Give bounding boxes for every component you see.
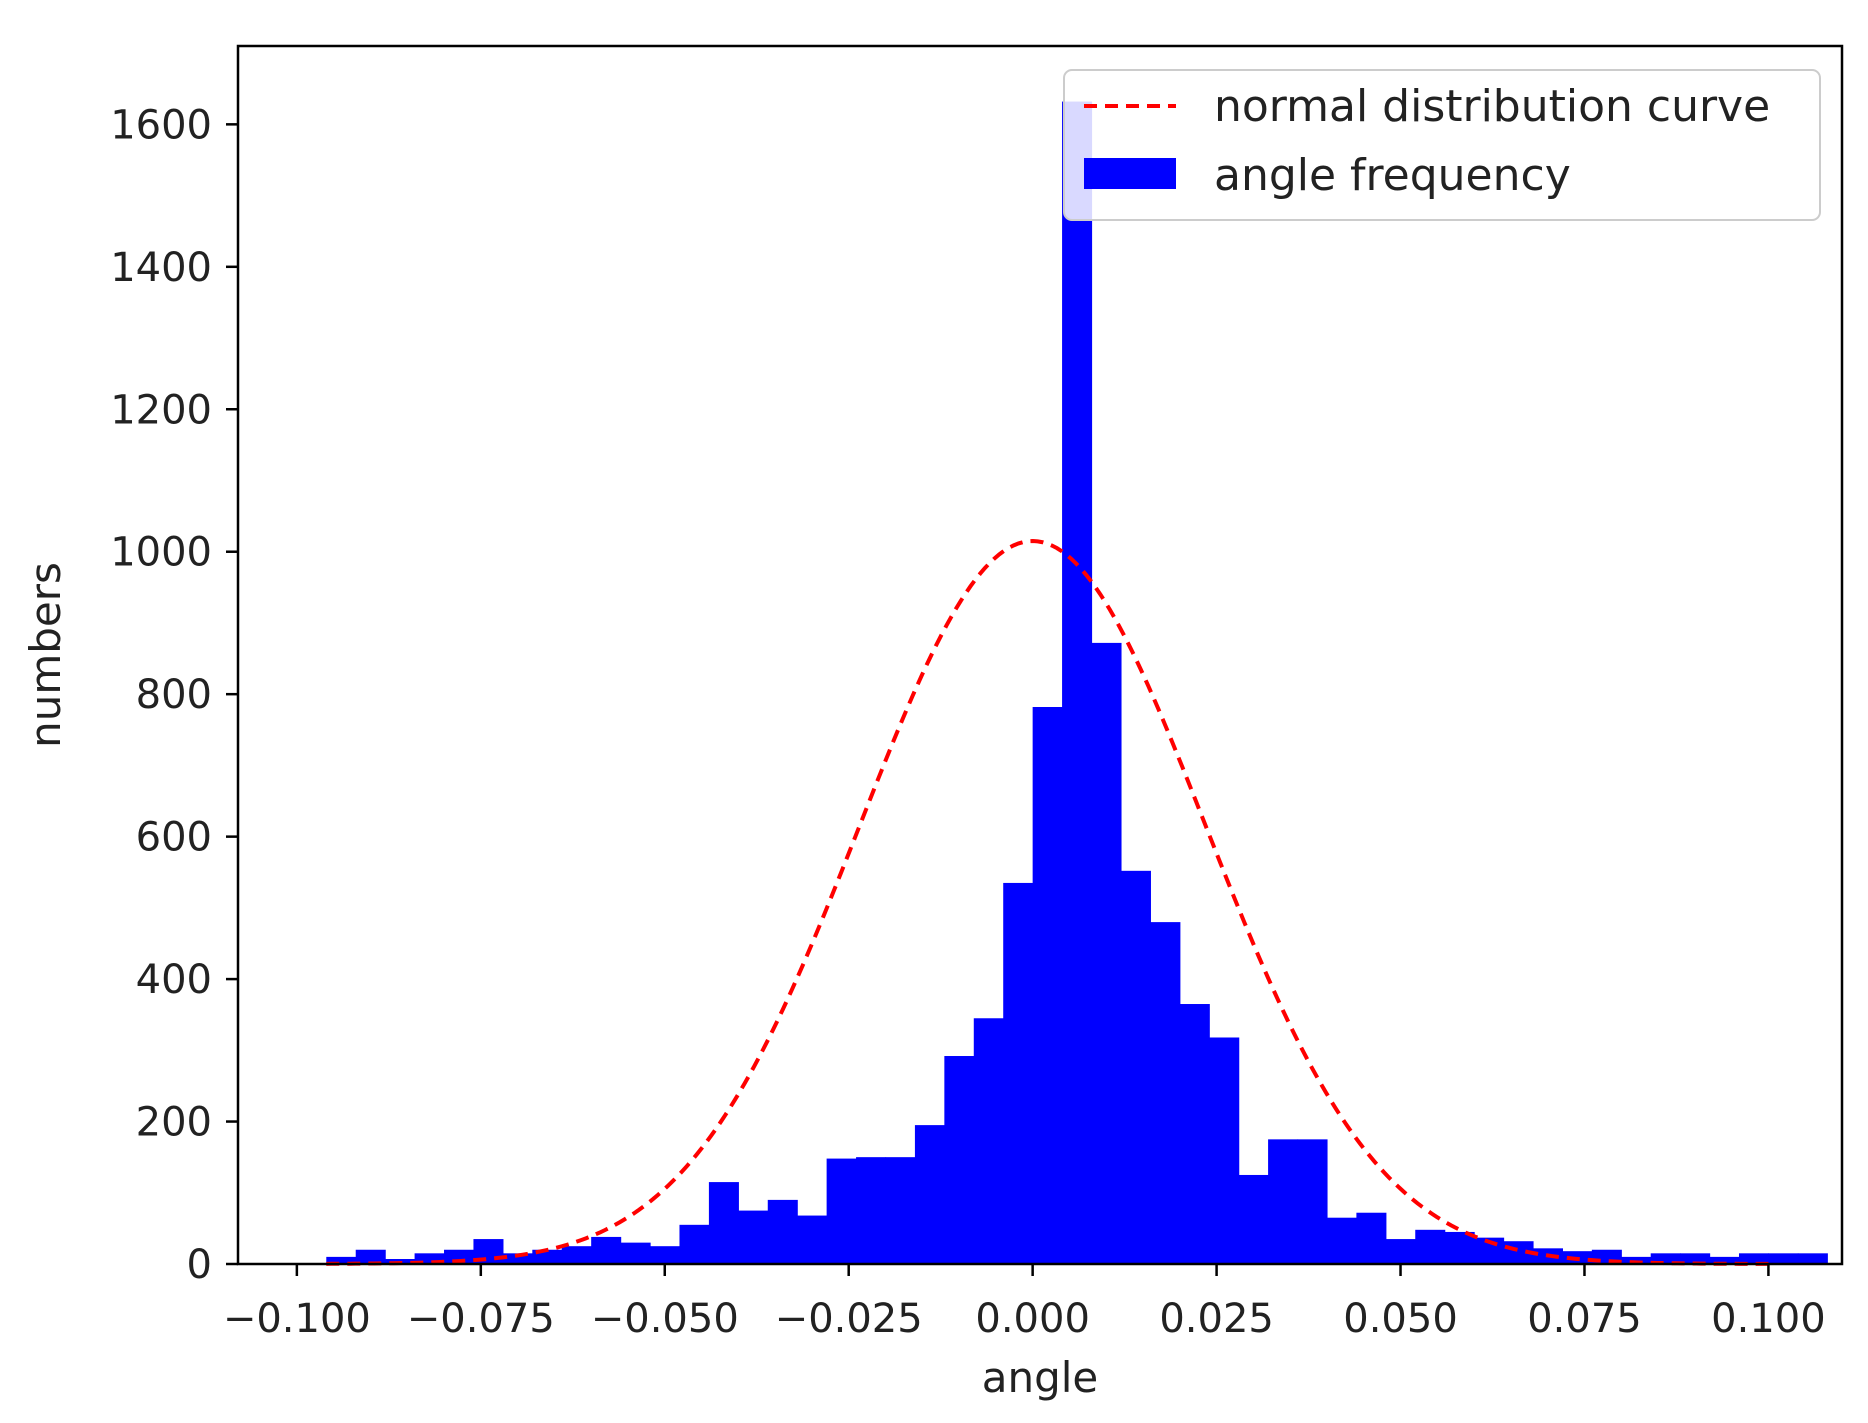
legend-label-bars: angle frequency [1214,150,1571,201]
histogram-bar [1091,642,1122,1264]
histogram-bar [1297,1139,1328,1264]
histogram-bar [856,1157,887,1264]
histogram-bar [1209,1037,1240,1264]
histogram-bar [414,1253,445,1264]
histogram-bar [1415,1229,1446,1264]
histogram-bar [1032,707,1063,1264]
legend: normal distribution curve angle frequenc… [1063,69,1821,221]
x-tick-label: −0.025 [775,1296,923,1342]
histogram-bar [1650,1253,1681,1264]
y-axis-title: numbers [21,562,70,748]
x-tick-label: 0.100 [1711,1296,1826,1342]
y-tick-label: 400 [136,957,212,1003]
histogram-bar [650,1246,681,1264]
histogram-bar [1797,1253,1828,1264]
histogram-bar [444,1249,475,1264]
x-tick-label: 0.075 [1527,1296,1642,1342]
y-tick-label: 0 [187,1242,212,1288]
histogram-bar [1120,870,1151,1264]
x-tick-label: −0.050 [591,1296,739,1342]
x-tick-label: 0.050 [1343,1296,1458,1342]
legend-box [1063,69,1821,221]
x-axis: −0.100 −0.075 −0.050 −0.025 0.000 0.025 0.050 0… [223,1264,1826,1342]
histogram-bar [826,1158,857,1264]
normal-distribution-curve [326,539,1769,1266]
histogram-bar [1680,1253,1711,1264]
histogram-bar [1356,1212,1387,1264]
histogram-bar [591,1236,622,1264]
legend-label-curve: normal distribution curve [1214,81,1770,132]
histogram-bar [944,1056,975,1264]
histogram-bar [679,1224,710,1264]
x-tick-label: −0.075 [407,1296,555,1342]
y-tick-label: 600 [136,815,212,861]
y-axis: 0 200 400 600 800 1000 1200 1400 1600 [110,102,238,1288]
histogram-bar [1444,1231,1475,1264]
histogram-bars [326,101,1828,1264]
histogram-bar [1768,1253,1799,1264]
histogram-bar [1326,1217,1357,1264]
y-tick-label: 1600 [110,102,212,148]
plot-frame [236,44,1844,1266]
y-tick-label: 1400 [110,245,212,291]
histogram-bar [502,1253,533,1264]
x-tick-label: 0.000 [975,1296,1090,1342]
normal-curve-layer [326,539,1769,1266]
histogram-bar [738,1210,769,1264]
x-tick-label: −0.100 [223,1296,371,1342]
histogram-bar [1179,1004,1210,1264]
histogram-bar [355,1249,386,1264]
y-tick-label: 200 [136,1100,212,1146]
histogram-bar [1738,1253,1770,1264]
x-axis-title: angle [982,1353,1099,1402]
histogram-bar [1003,882,1034,1264]
histogram-bar [1150,922,1181,1264]
histogram-bar [620,1242,651,1264]
histogram-bar [1238,1174,1269,1264]
histogram-bar [885,1157,916,1264]
histogram-bar [1268,1139,1299,1264]
legend-bar-swatch [1084,158,1176,189]
histogram-bar [326,1256,357,1264]
histogram-bar [561,1246,592,1264]
histogram-bar [767,1199,798,1264]
histogram-bar [797,1215,828,1264]
y-tick-label: 1000 [110,530,212,576]
histogram-bar [1709,1256,1740,1264]
histogram-bar [973,1018,1004,1264]
histogram-bar [914,1125,945,1264]
x-tick-label: 0.025 [1159,1296,1274,1342]
y-tick-label: 1200 [110,387,212,433]
histogram-bar [1385,1239,1416,1264]
histogram-bar [708,1182,739,1264]
histogram-bar [1062,101,1093,1264]
y-tick-label: 800 [136,672,212,718]
